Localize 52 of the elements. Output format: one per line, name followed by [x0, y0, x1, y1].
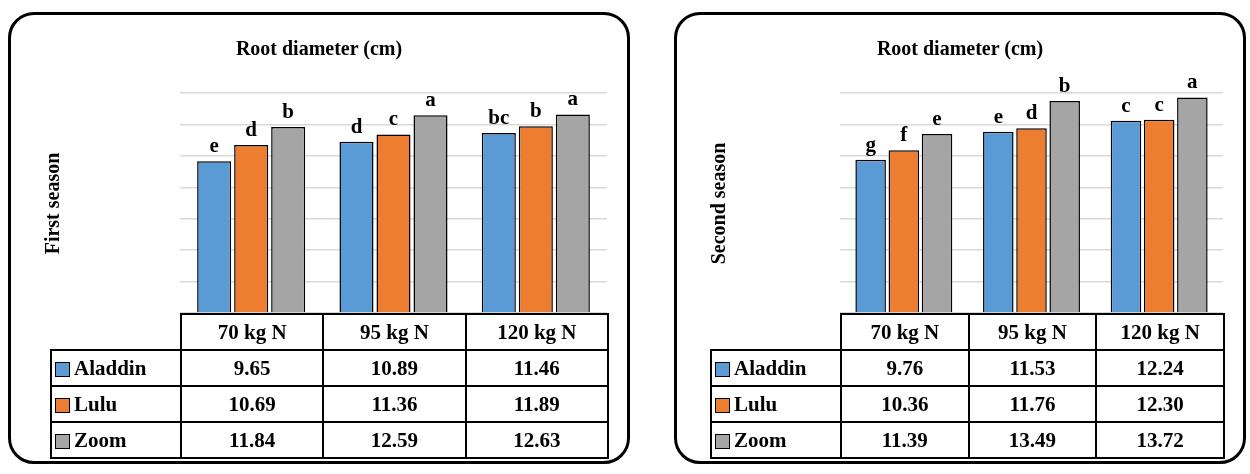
legend-label: Aladdin — [74, 355, 147, 380]
data-label: 10.89 — [323, 350, 466, 386]
data-label: 11.53 — [968, 350, 1097, 386]
data-label: 10.69 — [181, 386, 324, 422]
legend-label: Aladdin — [734, 355, 807, 380]
data-label: 11.39 — [841, 422, 969, 458]
data-label: 12.59 — [323, 422, 466, 458]
legend-label: Zoom — [734, 427, 787, 452]
data-label: 10.36 — [841, 386, 969, 422]
data-label: 11.36 — [323, 386, 466, 422]
category-label: 120 kg N — [497, 319, 577, 344]
annotation: f — [900, 122, 909, 147]
chart-title: Root diameter (cm) — [875, 37, 1045, 60]
data-label: 12.30 — [1096, 386, 1224, 422]
y-axis-title: First season — [41, 152, 65, 254]
annotation: b — [282, 98, 295, 123]
data-label: 11.76 — [968, 386, 1097, 422]
data-label: 13.49 — [968, 422, 1097, 458]
data-label: 11.84 — [181, 422, 324, 458]
annotation: e — [993, 103, 1003, 128]
annotation: b — [529, 98, 542, 123]
annotation: d — [245, 116, 258, 141]
text: a — [1187, 69, 1199, 94]
legend-label: Lulu — [734, 391, 778, 416]
data-label: 9.76 — [841, 350, 969, 386]
category-label: 70 kg N — [217, 319, 287, 344]
annotation: e — [209, 133, 219, 158]
annotation: g — [865, 131, 877, 156]
data-label: 9.65 — [181, 350, 324, 386]
category-label: 70 kg N — [870, 319, 940, 344]
text: a — [567, 86, 579, 111]
category-label: 120 kg N — [1120, 319, 1200, 344]
annotation: e — [932, 105, 942, 130]
annotation: d — [1025, 100, 1038, 125]
text: a — [425, 87, 437, 112]
annotation: d — [350, 113, 363, 138]
annotation: c — [1154, 91, 1164, 116]
y-axis-title: Second season — [707, 142, 731, 264]
category-label: 95 kg N — [360, 319, 429, 344]
text: b — [1058, 72, 1071, 97]
data-label: 12.24 — [1096, 350, 1224, 386]
legend-label: Zoom — [74, 427, 127, 452]
data-label: 11.46 — [465, 350, 608, 386]
legend-label: Lulu — [74, 391, 118, 416]
data-label: 12.63 — [465, 422, 608, 458]
data-label: 11.89 — [465, 386, 608, 422]
data-label: 13.72 — [1096, 422, 1224, 458]
annotation: c — [1121, 92, 1131, 117]
annotation: bc — [488, 104, 510, 129]
annotation: c — [388, 106, 399, 131]
chart-title: Root diameter (cm) — [234, 37, 404, 60]
category-label: 95 kg N — [998, 319, 1067, 344]
